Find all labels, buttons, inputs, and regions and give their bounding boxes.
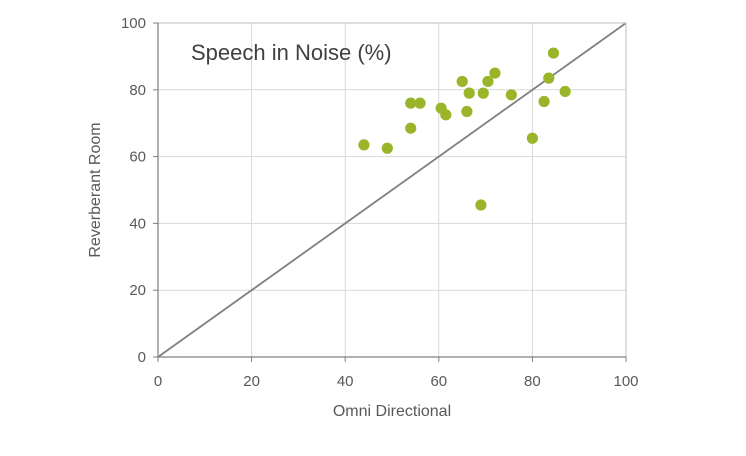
y-tick-label: 100: [121, 15, 146, 32]
data-point: [440, 109, 452, 121]
x-tick-label: 60: [430, 373, 447, 390]
data-point: [475, 199, 487, 211]
y-tick-label: 80: [129, 82, 146, 99]
data-point: [463, 87, 475, 99]
y-tick-label: 60: [129, 149, 146, 166]
gridlines: [158, 23, 626, 357]
tick-labels: 0 20 40 60 80 100 0 20 40 60 80 100: [121, 15, 639, 390]
x-tick-label: 40: [337, 373, 354, 390]
data-point: [477, 87, 489, 99]
data-points: [358, 47, 571, 211]
data-point: [461, 105, 473, 118]
data-point: [505, 89, 517, 101]
data-point: [489, 67, 501, 79]
data-point: [358, 139, 370, 151]
y-tick-label: 20: [129, 282, 146, 299]
data-point: [405, 97, 417, 109]
data-point: [526, 132, 539, 144]
data-point: [414, 97, 426, 109]
data-point: [538, 95, 550, 108]
x-tick-label: 80: [524, 373, 541, 390]
x-tick-label: 0: [154, 373, 162, 390]
data-point: [456, 75, 468, 88]
y-axis-label: Reverberant Room: [87, 122, 104, 257]
data-point: [547, 47, 560, 59]
x-tick-label: 100: [613, 373, 638, 390]
axes: [153, 22, 627, 362]
data-point: [482, 75, 494, 88]
reference-line-group: [157, 22, 627, 358]
data-point: [405, 122, 417, 134]
data-point: [559, 85, 571, 98]
x-tick-label: 20: [243, 373, 260, 390]
data-point: [543, 72, 555, 84]
y-tick-label: 40: [129, 215, 146, 232]
data-point: [381, 142, 393, 154]
y-tick-label: 0: [138, 349, 146, 366]
diagonal-reference-line: [157, 22, 627, 358]
chart-title: Speech in Noise (%): [191, 40, 392, 65]
x-axis-label: Omni Directional: [333, 403, 451, 420]
